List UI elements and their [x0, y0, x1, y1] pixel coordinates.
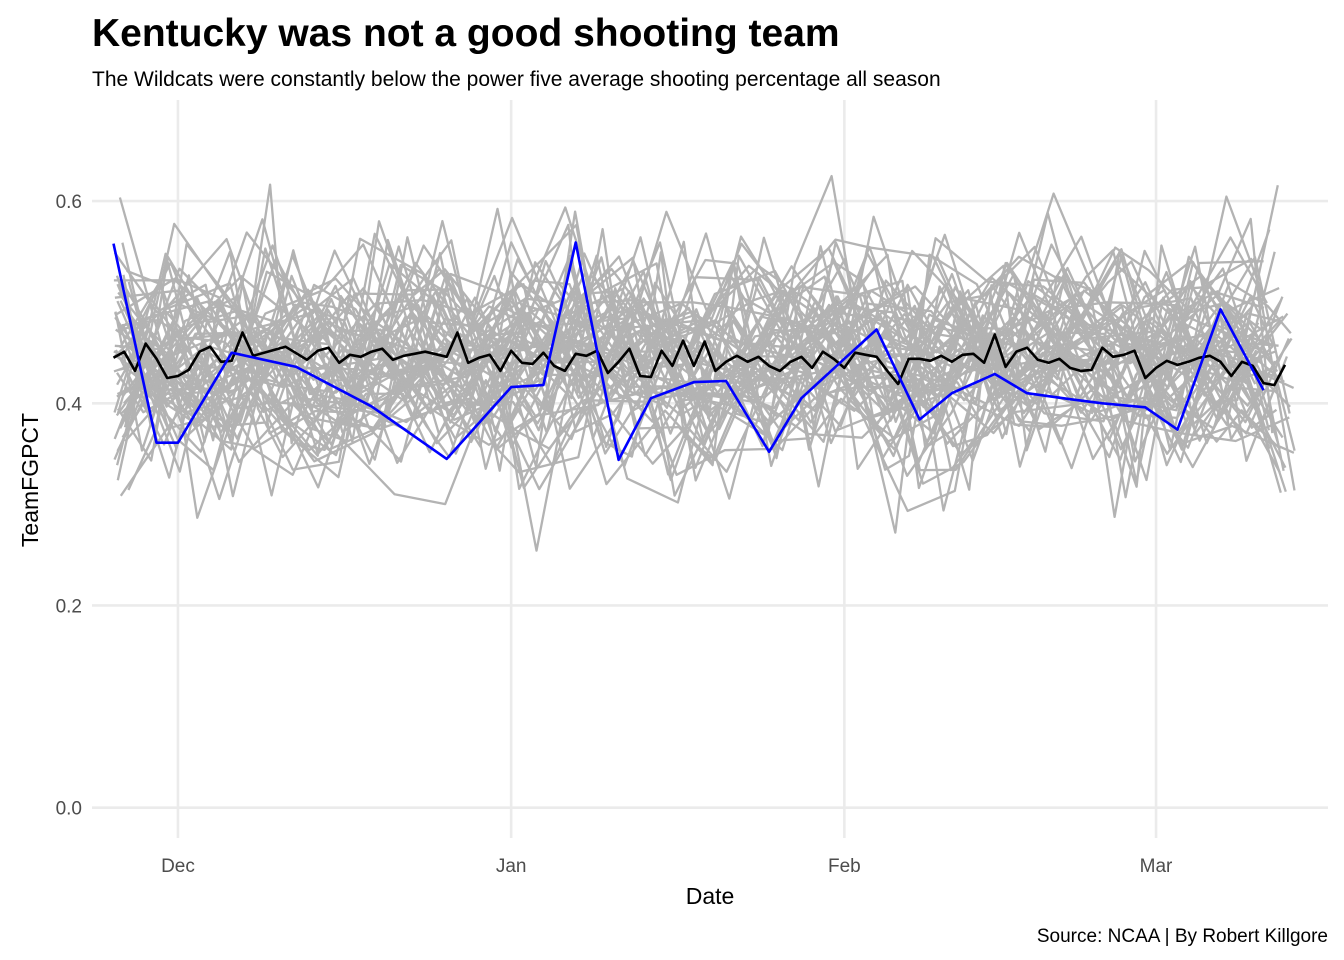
y-tick-label: 0.6 — [56, 192, 82, 213]
team-line — [124, 249, 1276, 459]
team-line — [114, 272, 1257, 462]
team-line — [113, 235, 1290, 491]
team-line — [116, 236, 1289, 476]
team-line — [113, 238, 1258, 498]
team-line — [122, 243, 1295, 446]
tick-labels: 0.0 0.2 0.4 0.6 Dec Jan Feb Mar — [56, 192, 1173, 877]
y-tick-label: 0.4 — [56, 394, 83, 415]
chart-title: Kentucky was not a good shooting team — [92, 12, 840, 55]
x-axis-title: Date — [686, 883, 735, 909]
team-line — [116, 252, 1254, 459]
team-line — [114, 240, 1291, 470]
team-line — [121, 261, 1281, 473]
team-line — [116, 246, 1261, 462]
team-line — [124, 210, 1276, 499]
chart-caption: Source: NCAA | By Robert Killgore — [1037, 926, 1328, 947]
average-line — [112, 331, 1287, 387]
chart-subtitle: The Wildcats were constantly below the p… — [92, 68, 941, 91]
team-line — [122, 237, 1274, 451]
team-line — [127, 244, 1277, 441]
x-tick-label: Mar — [1140, 856, 1173, 877]
x-tick-label: Feb — [828, 856, 861, 877]
y-tick-label: 0.2 — [56, 596, 82, 617]
team-line — [125, 220, 1279, 482]
series-lines — [112, 241, 1287, 462]
team-line — [113, 262, 1287, 493]
x-tick-label: Jan — [496, 856, 527, 877]
x-tick-label: Dec — [161, 856, 195, 877]
y-axis-title: TeamFGPCT — [17, 413, 43, 547]
background-series — [113, 174, 1296, 552]
kentucky-line — [112, 241, 1265, 462]
y-tick-label: 0.0 — [56, 799, 82, 820]
